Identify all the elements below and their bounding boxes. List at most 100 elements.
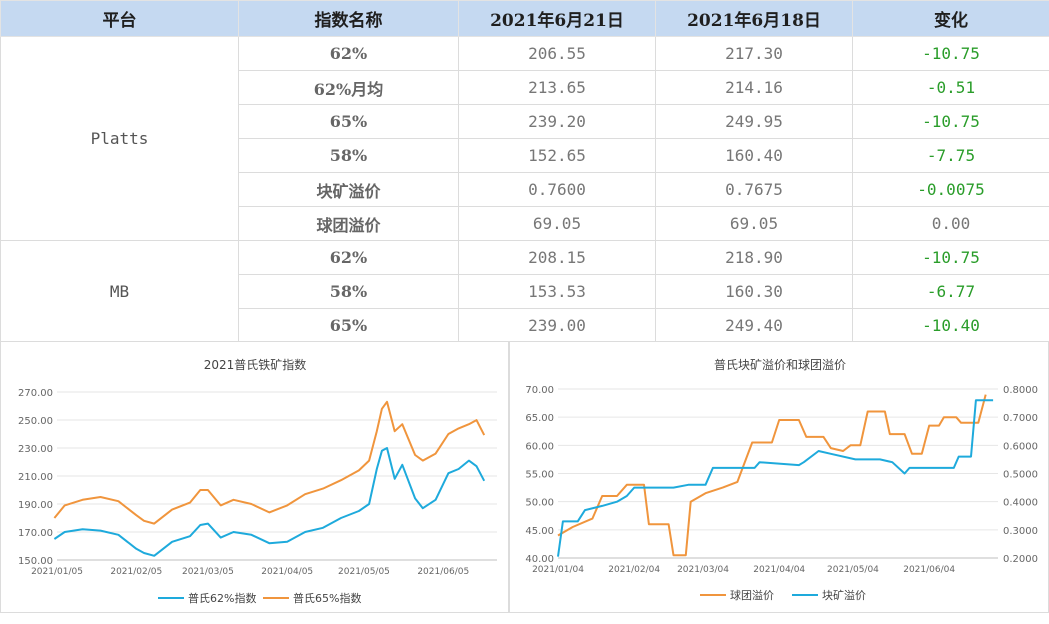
iron-ore-price-table: 平台 指数名称 2021年6月21日 2021年6月18日 变化 Platts … bbox=[0, 0, 1049, 343]
value-change: -10.75 bbox=[852, 36, 1049, 71]
series-line-1 bbox=[557, 394, 987, 557]
header-change: 变化 bbox=[852, 0, 1049, 37]
series-line-2 bbox=[53, 400, 486, 525]
x-tick-label: 2021/03/05 bbox=[182, 567, 234, 577]
table-row: 65% 239.20 249.95 -10.75 bbox=[1, 104, 1049, 139]
value-date-1: 239.00 bbox=[458, 308, 656, 343]
index-name: 65% bbox=[238, 104, 459, 139]
y2-tick-label: 0.3000 bbox=[1003, 526, 1038, 537]
value-date-1: 208.15 bbox=[458, 240, 656, 275]
x-tick-label: 2021/06/05 bbox=[417, 567, 469, 577]
table-header-row: 平台 指数名称 2021年6月21日 2021年6月18日 变化 bbox=[0, 0, 1049, 37]
value-date-1: 206.55 bbox=[458, 36, 656, 71]
value-change: -0.51 bbox=[852, 70, 1049, 105]
y-tick-label: 210.00 bbox=[18, 472, 53, 483]
value-date-1: 0.7600 bbox=[458, 172, 656, 207]
platform-mb: MB bbox=[0, 240, 239, 343]
y-tick-label: 190.00 bbox=[18, 500, 53, 511]
y-tick-label: 230.00 bbox=[18, 444, 53, 455]
x-tick-label: 2021/01/05 bbox=[31, 567, 83, 577]
chart-title: 普氏块矿溢价和球团溢价 bbox=[714, 358, 846, 372]
header-date-2: 2021年6月18日 bbox=[655, 0, 853, 37]
y-tick-label: 250.00 bbox=[18, 416, 53, 427]
value-date-2: 214.16 bbox=[655, 70, 853, 105]
header-index-name: 指数名称 bbox=[238, 0, 459, 37]
x-tick-label: 2021/05/05 bbox=[338, 567, 390, 577]
series-line-2 bbox=[557, 399, 994, 557]
y2-tick-label: 0.5000 bbox=[1003, 470, 1038, 481]
value-date-1: 239.20 bbox=[458, 104, 656, 139]
value-date-1: 69.05 bbox=[458, 206, 656, 241]
value-date-2: 160.40 bbox=[655, 138, 853, 173]
x-tick-label: 2021/06/04 bbox=[903, 565, 955, 575]
value-date-1: 153.53 bbox=[458, 274, 656, 309]
premium-svg: 普氏块矿溢价和球团溢价 40.00 45.00 50.00 55.00 60.00 65.0… bbox=[525, 358, 1038, 602]
table-row: Platts 62% 206.55 217.30 -10.75 bbox=[0, 36, 1049, 241]
x-tick-label: 2021/03/04 bbox=[677, 565, 729, 575]
value-date-2: 217.30 bbox=[655, 36, 853, 71]
value-change: -6.77 bbox=[852, 274, 1049, 309]
legend-label: 普氏65%指数 bbox=[293, 591, 361, 605]
value-date-1: 152.65 bbox=[458, 138, 656, 173]
y2-tick-label: 0.6000 bbox=[1003, 441, 1038, 452]
value-date-2: 160.30 bbox=[655, 274, 853, 309]
x-tick-label: 2021/02/04 bbox=[608, 565, 660, 575]
value-change: -10.75 bbox=[852, 104, 1049, 139]
value-date-2: 0.7675 bbox=[655, 172, 853, 207]
y-tick-label: 70.00 bbox=[525, 385, 554, 396]
x-tick-label: 2021/02/05 bbox=[110, 567, 162, 577]
x-tick-label: 2021/01/04 bbox=[532, 565, 584, 575]
chart-title: 2021普氏铁矿指数 bbox=[204, 357, 307, 372]
index-name: 62%月均 bbox=[238, 70, 459, 105]
value-change: -7.75 bbox=[852, 138, 1049, 173]
table-row: MB 62% 208.15 218.90 -10.75 bbox=[0, 240, 1049, 343]
series-line-1 bbox=[53, 447, 486, 557]
value-date-2: 249.95 bbox=[655, 104, 853, 139]
y-tick-label: 60.00 bbox=[525, 441, 554, 452]
iron-ore-index-chart: 2021普氏铁矿指数 150.00 170.00 190.00 210.00 230.00… bbox=[0, 341, 509, 613]
header-date-1: 2021年6月21日 bbox=[458, 0, 656, 37]
y-tick-label: 170.00 bbox=[18, 528, 53, 539]
table-row: 块矿溢价 0.7600 0.7675 -0.0075 bbox=[1, 172, 1049, 207]
x-tick-label: 2021/04/05 bbox=[261, 567, 313, 577]
y-tick-label: 55.00 bbox=[525, 470, 554, 481]
table-row: 58% 152.65 160.40 -7.75 bbox=[1, 138, 1049, 173]
y-tick-label: 40.00 bbox=[525, 554, 554, 565]
table-row: 球团溢价 69.05 69.05 0.00 bbox=[1, 206, 1049, 241]
premium-chart: 普氏块矿溢价和球团溢价 40.00 45.00 50.00 55.00 60.00 65.0… bbox=[509, 341, 1049, 613]
y2-tick-label: 0.4000 bbox=[1003, 498, 1038, 509]
table-row: 65% 239.00 249.40 -10.40 bbox=[1, 308, 1049, 343]
index-name: 62% bbox=[238, 36, 459, 71]
index-name: 块矿溢价 bbox=[238, 172, 459, 207]
index-name: 58% bbox=[238, 138, 459, 173]
legend-label: 球团溢价 bbox=[730, 588, 774, 602]
legend-label: 普氏62%指数 bbox=[188, 591, 256, 605]
index-name: 球团溢价 bbox=[238, 206, 459, 241]
x-tick-label: 2021/05/04 bbox=[827, 565, 879, 575]
value-date-2: 69.05 bbox=[655, 206, 853, 241]
value-change: -10.40 bbox=[852, 308, 1049, 343]
value-date-2: 218.90 bbox=[655, 240, 853, 275]
x-tick-label: 2021/04/04 bbox=[753, 565, 805, 575]
table-row: 62%月均 213.65 214.16 -0.51 bbox=[1, 70, 1049, 105]
index-name: 62% bbox=[238, 240, 459, 275]
platform-platts: Platts bbox=[0, 36, 239, 241]
y2-tick-label: 0.8000 bbox=[1003, 385, 1038, 396]
legend-label: 块矿溢价 bbox=[822, 588, 866, 602]
index-name: 58% bbox=[238, 274, 459, 309]
value-change: -10.75 bbox=[852, 240, 1049, 275]
y-tick-label: 270.00 bbox=[18, 388, 53, 399]
value-change: -0.0075 bbox=[852, 172, 1049, 207]
y2-tick-label: 0.7000 bbox=[1003, 413, 1038, 424]
value-date-2: 249.40 bbox=[655, 308, 853, 343]
y-tick-label: 50.00 bbox=[525, 498, 554, 509]
y2-tick-label: 0.2000 bbox=[1003, 554, 1038, 565]
value-date-1: 213.65 bbox=[458, 70, 656, 105]
value-change: 0.00 bbox=[852, 206, 1049, 241]
y-tick-label: 45.00 bbox=[525, 526, 554, 537]
index-name: 65% bbox=[238, 308, 459, 343]
table-row: 58% 153.53 160.30 -6.77 bbox=[1, 274, 1049, 309]
header-platform: 平台 bbox=[0, 0, 239, 37]
y-tick-label: 65.00 bbox=[525, 413, 554, 424]
